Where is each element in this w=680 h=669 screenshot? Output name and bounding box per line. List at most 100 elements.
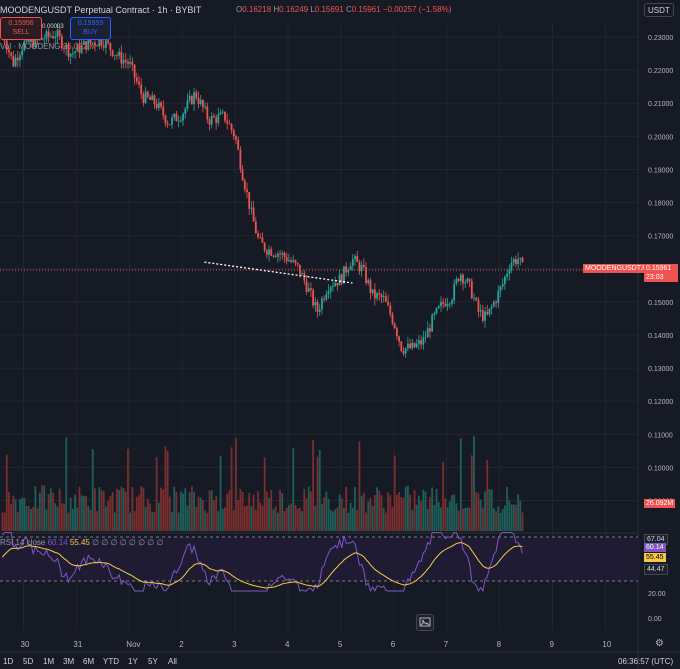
candle-body [323, 298, 326, 300]
volume-bar [67, 512, 70, 531]
volume-bar [10, 504, 13, 531]
timeframe-button[interactable]: 5D [23, 657, 34, 666]
candle-body [186, 100, 189, 109]
candle-body [261, 237, 264, 243]
sell-button[interactable]: 0.15956 SELL [0, 17, 42, 40]
volume-bar [135, 496, 138, 531]
candle-body [182, 113, 184, 121]
candle-body [204, 106, 207, 108]
volume-bar [356, 510, 359, 531]
candle-body [411, 342, 414, 349]
candle-body [285, 257, 288, 262]
timeframe-button[interactable]: 6M [83, 657, 95, 666]
last-price: 0.15961 [646, 265, 672, 272]
candle-body [65, 44, 68, 49]
symbol-title[interactable]: MOODENGUSDT Perpetual Contract · 1h · BY… [0, 5, 202, 15]
timeframe-button[interactable]: 1M [43, 657, 55, 666]
volume-bar [303, 489, 306, 531]
volume-bar [290, 503, 292, 531]
candle-body [356, 256, 359, 263]
volume-bar [274, 506, 277, 531]
volume-bar [373, 495, 376, 531]
candle-body [135, 77, 138, 82]
candle-body [120, 51, 123, 64]
volume-bar [281, 493, 284, 531]
volume-bar [153, 511, 156, 531]
volume-bar [113, 512, 116, 531]
time-tick-label: 10 [602, 640, 611, 649]
timeframe-button[interactable]: 1D [3, 657, 14, 666]
volume-bar [435, 488, 438, 531]
volume-bar [107, 501, 110, 531]
volume-bar [3, 512, 6, 531]
candle-body [146, 91, 149, 97]
candle-body [334, 282, 337, 287]
currency-selector[interactable]: USDT [644, 3, 674, 17]
candle-body [107, 40, 110, 43]
volume-bar [54, 503, 57, 531]
candle-body [444, 303, 447, 307]
timeframe-button[interactable]: 3M [63, 657, 75, 666]
volume-bar [230, 447, 233, 531]
volume-bar [362, 492, 365, 531]
volume-bar [261, 505, 264, 531]
volume-bar [144, 506, 147, 531]
utc-clock[interactable]: 06:36:57 (UTC) [618, 657, 674, 666]
candle-body [521, 257, 524, 262]
volume-bar [157, 502, 160, 531]
buy-button[interactable]: 0.15959 BUY [70, 17, 111, 40]
candle-body [517, 259, 520, 265]
volume-bar [47, 494, 50, 531]
timeframe-button[interactable]: All [168, 657, 177, 666]
timeframe-button[interactable]: 1Y [128, 657, 138, 666]
candle-body [184, 108, 187, 114]
candle-body [250, 207, 253, 209]
candle-body [241, 169, 244, 181]
volume-bar [197, 496, 200, 531]
volume-bar [250, 506, 253, 531]
volume-bar [100, 489, 103, 531]
candle-body [144, 91, 147, 103]
rsi-line [1, 531, 524, 593]
volume-bar [45, 509, 48, 531]
candle-body [14, 57, 17, 67]
candle-body [402, 351, 405, 354]
volume-bar [336, 507, 339, 531]
volume-bar [398, 492, 400, 531]
candle-body [327, 291, 330, 295]
countdown: 23:03 [646, 274, 664, 281]
chart-header: MOODENGUSDT Perpetual Contract · 1h · BY… [0, 5, 201, 15]
volume-bar [349, 502, 352, 531]
volume-bar [365, 512, 367, 531]
timeframe-button[interactable]: 5Y [148, 657, 158, 666]
candle-body [111, 49, 114, 56]
candle-body [34, 36, 37, 48]
volume-bar [492, 508, 495, 531]
price-tick-label: 0.19000 [648, 167, 673, 174]
timeframe-button[interactable]: YTD [103, 657, 119, 666]
high-label: H [273, 5, 280, 14]
symbol-price-tag: MOODENGUSDT.P [583, 264, 649, 273]
volume-bar [451, 495, 453, 531]
candle-body [21, 50, 24, 56]
volume-bar [490, 489, 493, 531]
volume-bar [122, 488, 125, 531]
candle-body [246, 189, 248, 193]
volume-bar [433, 505, 436, 531]
volume-bar [508, 500, 511, 531]
close-label: C [345, 5, 352, 14]
candle-body [175, 113, 178, 122]
screenshot-button[interactable] [416, 614, 434, 631]
candle-body [305, 280, 308, 292]
volume-bar [109, 495, 112, 531]
volume-bar [510, 504, 513, 531]
candle-body [495, 301, 497, 303]
candle-body [276, 253, 279, 257]
time-tick-label: 6 [391, 640, 396, 649]
candle-body [5, 40, 8, 50]
volume-bar [52, 492, 54, 531]
settings-gear-icon[interactable]: ⚙ [655, 638, 664, 649]
candle-body [32, 38, 35, 48]
volume-bar [248, 493, 251, 531]
